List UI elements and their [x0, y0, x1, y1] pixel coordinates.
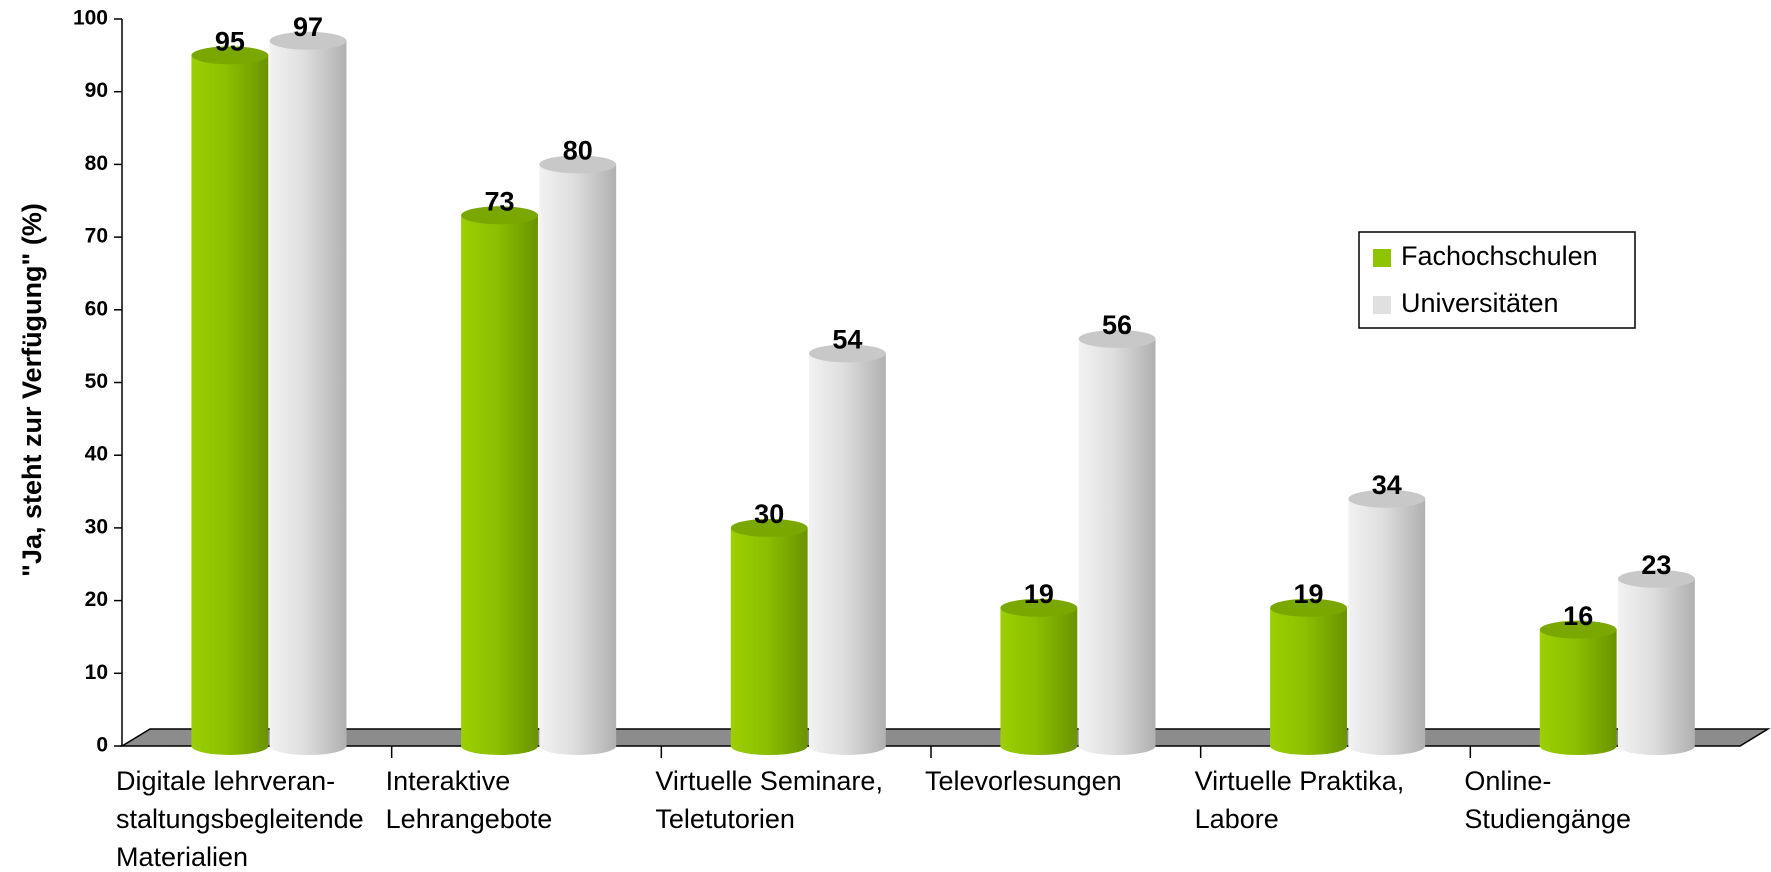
x-tick-label: Televorlesungen — [925, 766, 1122, 796]
legend-label: Universitäten — [1401, 288, 1559, 318]
bar — [1078, 338, 1156, 755]
bar-top — [269, 31, 347, 50]
y-tick-label: 30 — [85, 515, 108, 538]
y-tick-label: 0 — [96, 734, 108, 757]
x-tick-label: Virtuelle Praktika, — [1195, 766, 1405, 796]
bar — [191, 55, 269, 755]
value-label: 16 — [1563, 601, 1593, 631]
y-tick-label: 100 — [73, 7, 108, 30]
x-tick-label: Virtuelle Seminare, — [655, 766, 883, 796]
y-axis-label: "Ja, steht zur Verfügung" (%) — [17, 203, 47, 577]
y-tick-label: 40 — [85, 443, 108, 466]
y-tick-label: 50 — [85, 370, 108, 393]
bar-top — [1270, 598, 1347, 617]
value-label: 73 — [485, 186, 515, 216]
value-label: 54 — [832, 325, 862, 355]
y-tick-label: 70 — [85, 225, 108, 248]
y-tick-label: 90 — [85, 79, 108, 102]
value-label: 23 — [1641, 550, 1671, 580]
value-label: 30 — [754, 499, 784, 529]
bar — [269, 40, 347, 756]
legend-swatch — [1373, 249, 1391, 267]
value-label: 34 — [1372, 470, 1402, 500]
bar — [730, 527, 808, 756]
x-tick-label: Interaktive — [386, 766, 511, 796]
value-label: 56 — [1102, 310, 1132, 340]
bar-top — [1000, 598, 1078, 617]
value-label: 80 — [563, 136, 593, 166]
value-label: 95 — [215, 26, 245, 56]
bar-top — [1348, 489, 1426, 508]
bar-top — [1539, 620, 1617, 639]
bar — [539, 164, 617, 755]
bar-top — [730, 518, 808, 537]
bar-top — [1078, 329, 1156, 348]
x-tick-label: Online- — [1464, 766, 1551, 796]
x-tick-label: staltungsbegleitende — [116, 804, 364, 834]
floor — [119, 728, 1771, 747]
bar-top — [808, 344, 886, 363]
bar — [1000, 607, 1078, 755]
bar — [1270, 607, 1347, 755]
legend-swatch — [1373, 296, 1391, 314]
value-label: 19 — [1294, 579, 1324, 609]
y-tick-label: 10 — [85, 661, 108, 684]
value-label: 19 — [1024, 579, 1054, 609]
y-tick-label: 80 — [85, 152, 108, 175]
bar — [1617, 578, 1695, 756]
bar-top — [1617, 569, 1695, 588]
bar — [461, 215, 538, 755]
bar — [808, 353, 886, 755]
value-label: 97 — [293, 12, 323, 42]
x-tick-label: Studiengänge — [1464, 804, 1631, 834]
x-tick-label: Materialien — [116, 842, 248, 872]
legend-box — [1358, 231, 1636, 329]
x-tick-label: Lehrangebote — [386, 804, 553, 834]
legend-label: Fachochschulen — [1401, 241, 1598, 271]
bar-top — [461, 206, 538, 225]
bar-top — [539, 155, 617, 174]
x-tick-label: Labore — [1195, 804, 1279, 834]
bar — [1539, 629, 1617, 756]
bar — [1348, 498, 1426, 756]
x-tick-label: Digitale lehrveran- — [116, 766, 335, 796]
x-tick-label: Teletutorien — [655, 804, 795, 834]
y-tick-label: 20 — [85, 588, 108, 611]
bar-top — [191, 46, 269, 65]
y-tick-label: 60 — [85, 297, 108, 320]
